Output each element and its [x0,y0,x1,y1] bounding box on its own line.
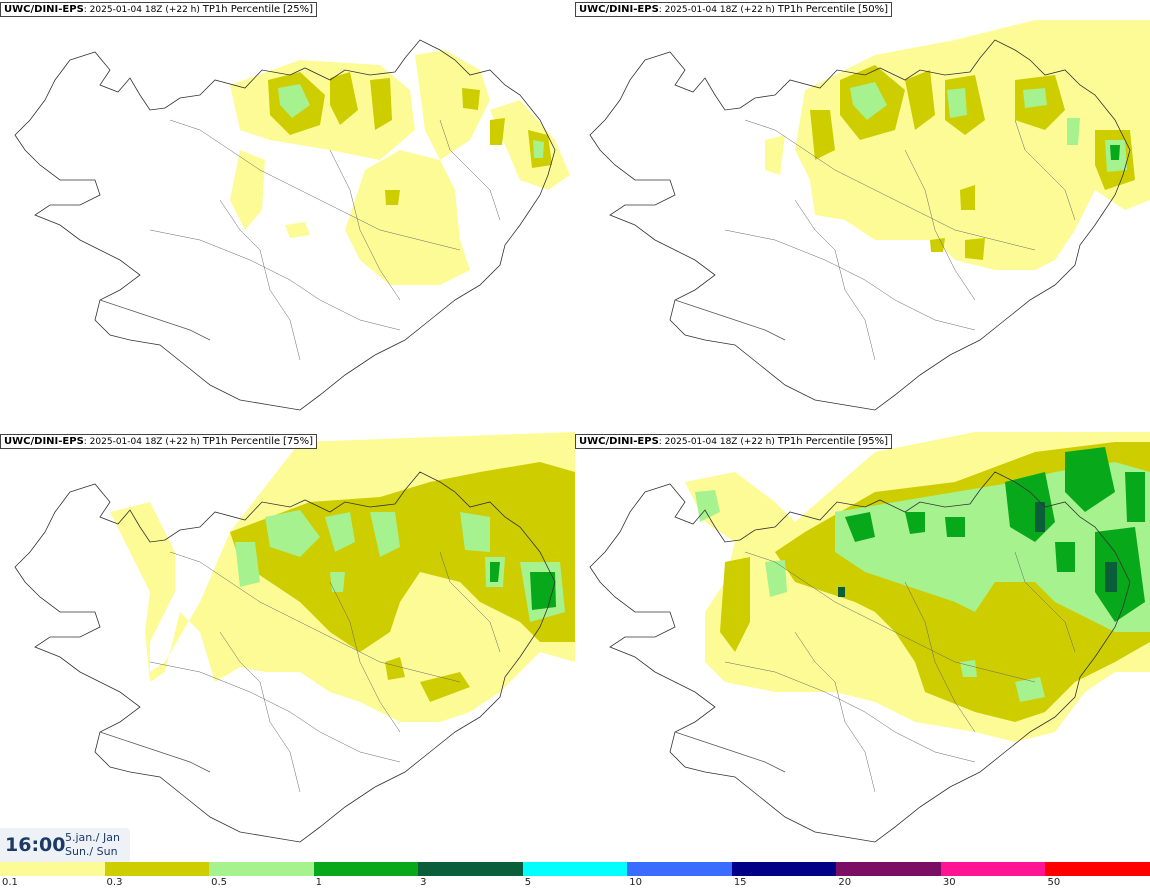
legend-swatch [522,862,628,876]
map-panel-p75: UWC/DINI-EPS: 2025-01-04 18Z (+22 h) TP1… [0,432,575,864]
valid-time-clock: 16:00 [5,834,66,856]
panel-title: UWC/DINI-EPS: 2025-01-04 18Z (+22 h) TP1… [0,434,318,449]
valid-time-date: 5.jan./ Jan Sun./ Sun [65,831,120,859]
legend-label: 0.3 [106,877,123,888]
legend-swatch [209,862,314,876]
legend-label: 3 [420,877,427,888]
map-canvas [589,20,1150,411]
panel-title: UWC/DINI-EPS: 2025-01-04 18Z (+22 h) TP1… [0,2,318,17]
map-panel-p25: UWC/DINI-EPS: 2025-01-04 18Z (+22 h) TP1… [0,0,575,432]
legend-swatch [313,862,419,876]
legend-label: 50 [1047,877,1061,888]
legend-labels: 0.1 0.3 0.5 1 3 5 10 15 20 30 50 [0,877,1150,889]
map-canvas [14,432,575,843]
legend-label: 0.5 [211,877,227,888]
legend-swatch [731,862,837,876]
valid-time-box: 16:00 5.jan./ Jan Sun./ Sun [0,828,130,862]
valid-time-date-line2: Sun./ Sun [65,845,118,858]
legend-label: 20 [838,877,852,888]
legend-label: 5 [524,877,532,888]
panel-title: UWC/DINI-EPS: 2025-01-04 18Z (+22 h) TP1… [575,434,893,449]
legend-swatch [418,862,523,876]
legend-label: 10 [629,877,642,888]
legend-swatch [940,862,1046,876]
legend-swatch [836,862,941,876]
legend-swatch [1045,862,1150,876]
map-panel-p50: UWC/DINI-EPS: 2025-01-04 18Z (+22 h) TP1… [575,0,1150,432]
legend-swatch [627,862,732,876]
map-canvas [589,432,1150,843]
legend-label: 1 [315,877,322,888]
legend-swatch [104,862,210,876]
legend-color-bar [0,862,1150,876]
panel-title: UWC/DINI-EPS: 2025-01-04 18Z (+22 h) TP1… [575,2,893,17]
legend-label: 0.1 [2,877,18,888]
legend-label: 15 [733,877,747,888]
map-canvas [14,39,570,411]
legend-swatch [0,862,105,876]
map-panel-p95: UWC/DINI-EPS: 2025-01-04 18Z (+22 h) TP1… [575,432,1150,864]
legend-label: 30 [942,877,956,888]
valid-time-date-line1: 5.jan./ Jan [65,831,120,844]
